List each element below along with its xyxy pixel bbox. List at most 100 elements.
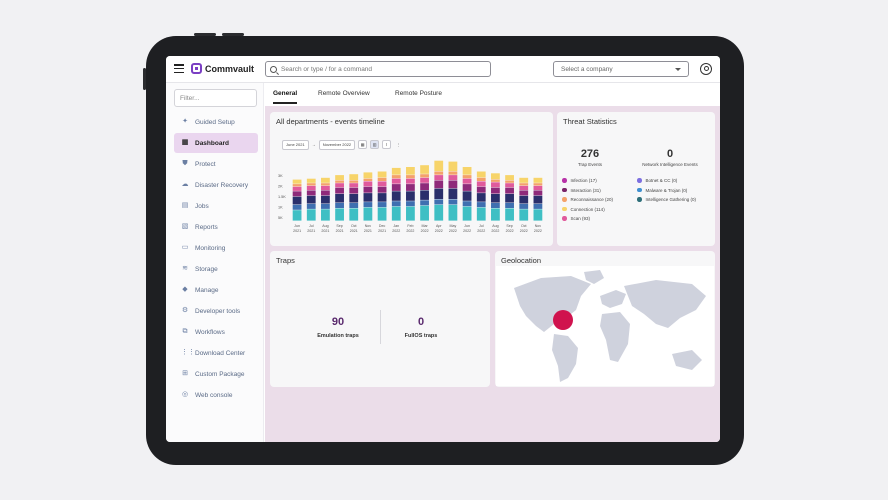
bar-segment[interactable]: [505, 208, 514, 221]
bar-segment[interactable]: [448, 161, 458, 172]
bar-segment[interactable]: [406, 191, 415, 201]
sidebar-item-protect[interactable]: ⛊ Protect: [174, 154, 258, 174]
bar-segment[interactable]: [448, 175, 458, 181]
bar-segment[interactable]: [448, 171, 458, 175]
bar-segment[interactable]: [505, 175, 514, 181]
bar-segment[interactable]: [462, 178, 472, 184]
bar-segment[interactable]: [406, 175, 415, 179]
bar-segment[interactable]: [519, 177, 529, 183]
bar-segment[interactable]: [491, 187, 500, 194]
bar-segment[interactable]: [505, 203, 514, 208]
bar-segment[interactable]: [292, 186, 302, 191]
sidebar-item-jobs[interactable]: ▤ Jobs: [174, 196, 258, 216]
bar-segment[interactable]: [519, 209, 529, 221]
bar-segment[interactable]: [406, 206, 415, 221]
bar-segment[interactable]: [533, 195, 543, 204]
bar-segment[interactable]: [476, 181, 486, 187]
user-avatar-icon[interactable]: [700, 63, 712, 75]
bar-segment[interactable]: [335, 203, 344, 208]
bar-segment[interactable]: [377, 193, 387, 202]
bar-segment[interactable]: [321, 209, 330, 221]
bar-segment[interactable]: [335, 175, 344, 181]
bar-segment[interactable]: [292, 184, 302, 187]
bar-segment[interactable]: [434, 199, 444, 205]
sidebar-item-reports[interactable]: ▧ Reports: [174, 217, 258, 237]
bar-segment[interactable]: [363, 186, 373, 193]
bar-segment[interactable]: [462, 175, 472, 179]
bar-segment[interactable]: [491, 179, 500, 182]
bar-segment[interactable]: [505, 194, 514, 203]
bar-segment[interactable]: [306, 203, 316, 209]
bar-segment[interactable]: [406, 184, 415, 191]
start-date-field[interactable]: June 2021: [282, 139, 309, 150]
bar-segment[interactable]: [420, 200, 429, 206]
bar-segment[interactable]: [391, 206, 401, 221]
bar-segment[interactable]: [306, 195, 316, 204]
bar-segment[interactable]: [391, 191, 401, 201]
bar-segment[interactable]: [349, 203, 359, 208]
bar-segment[interactable]: [533, 185, 543, 190]
bar-segment[interactable]: [476, 202, 486, 208]
sidebar-item-manage[interactable]: ◆ Manage: [174, 280, 258, 300]
bar-segment[interactable]: [420, 183, 429, 190]
bar-segment[interactable]: [292, 210, 302, 221]
bar-segment[interactable]: [306, 209, 316, 221]
bar-segment[interactable]: [462, 184, 472, 191]
bar-segment[interactable]: [420, 177, 429, 183]
bar-segment[interactable]: [533, 177, 543, 183]
bar-segment[interactable]: [420, 174, 429, 178]
bar-segment[interactable]: [420, 190, 429, 200]
sidebar-item-developer-tools[interactable]: ⚙ Developer tools: [174, 301, 258, 321]
bar-segment[interactable]: [462, 206, 472, 221]
bar-segment[interactable]: [391, 175, 401, 179]
sidebar-item-custom-package[interactable]: ⊞ Custom Package: [174, 364, 258, 384]
bar-segment[interactable]: [321, 183, 330, 186]
bar-segment[interactable]: [448, 180, 458, 189]
bar-segment[interactable]: [420, 205, 429, 221]
bar-segment[interactable]: [476, 177, 486, 181]
bar-segment[interactable]: [335, 187, 344, 194]
bar-segment[interactable]: [505, 180, 514, 183]
bar-segment[interactable]: [519, 185, 529, 190]
bar-segment[interactable]: [391, 201, 401, 207]
tab-remote-overview[interactable]: Remote Overview: [318, 90, 370, 97]
sidebar-item-download-center[interactable]: ⋮⋮ Download Center: [174, 343, 258, 363]
end-date-field[interactable]: November 2022: [318, 139, 356, 150]
bar-segment[interactable]: [349, 183, 359, 188]
calendar-icon[interactable]: ▦: [358, 140, 368, 149]
bar-segment[interactable]: [377, 202, 387, 208]
bar-segment[interactable]: [434, 180, 444, 189]
bar-segment[interactable]: [292, 179, 302, 184]
bar-segment[interactable]: [533, 203, 543, 209]
bar-segment[interactable]: [406, 178, 415, 184]
more-options-icon[interactable]: ⋮: [396, 142, 401, 147]
bar-segment[interactable]: [434, 171, 444, 175]
bar-segment[interactable]: [519, 190, 529, 196]
bar-segment[interactable]: [462, 167, 472, 175]
bar-segment[interactable]: [434, 204, 444, 221]
bar-segment[interactable]: [292, 204, 302, 210]
bar-segment[interactable]: [335, 183, 344, 188]
bar-segment[interactable]: [292, 191, 302, 197]
bar-segment[interactable]: [363, 193, 373, 202]
bar-segment[interactable]: [491, 173, 500, 180]
bar-segment[interactable]: [391, 178, 401, 184]
bar-segment[interactable]: [491, 208, 500, 221]
bar-segment[interactable]: [448, 199, 458, 205]
geolocation-marker[interactable]: [553, 310, 573, 330]
bar-segment[interactable]: [321, 185, 330, 190]
bar-segment[interactable]: [533, 190, 543, 196]
bar-segment[interactable]: [519, 203, 529, 209]
bar-segment[interactable]: [349, 174, 359, 181]
sidebar-item-monitoring[interactable]: ▭ Monitoring: [174, 238, 258, 258]
search-input[interactable]: [281, 65, 481, 73]
sidebar-item-web-console[interactable]: ◎ Web console: [174, 385, 258, 405]
bar-segment[interactable]: [476, 207, 486, 221]
bar-segment[interactable]: [519, 195, 529, 204]
sidebar-item-workflows[interactable]: ⧉ Workflows: [174, 322, 258, 342]
bar-segment[interactable]: [363, 207, 373, 221]
bar-segment[interactable]: [448, 188, 458, 199]
hamburger-menu-icon[interactable]: [174, 64, 184, 74]
bar-segment[interactable]: [335, 194, 344, 203]
bar-segment[interactable]: [476, 193, 486, 202]
